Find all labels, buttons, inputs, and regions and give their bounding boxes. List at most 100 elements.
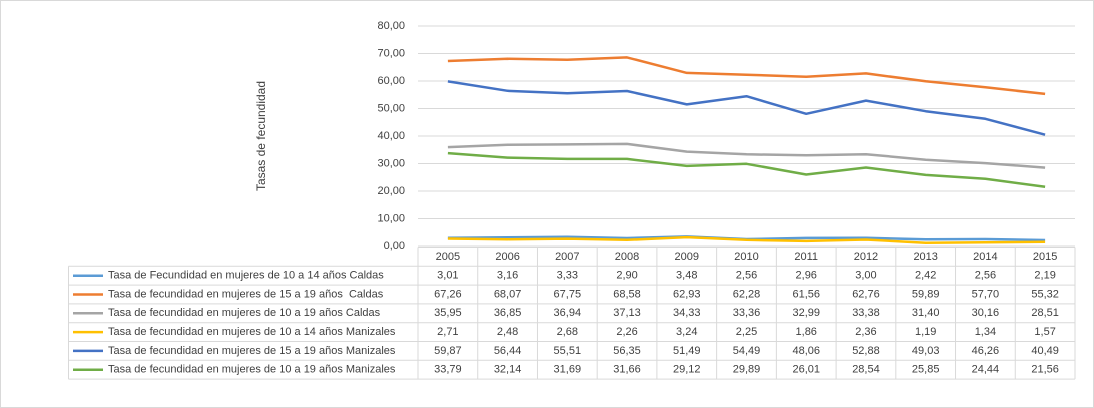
x-tick-label: 2005 [436,251,460,263]
legend-label: Tasa de fecundidad en mujeres de 15 a 19… [108,288,384,300]
table-cell: 29,89 [733,364,761,376]
table-cell: 2,68 [557,326,578,338]
table-cell: 1,19 [915,326,936,338]
y-tick-label: 30,00 [377,157,405,169]
series-line [447,80,1046,136]
table-cell: 3,24 [676,326,697,338]
x-tick-label: 2013 [913,251,937,263]
table-cell: 33,38 [852,307,880,319]
table-cell: 2,56 [975,270,996,282]
table-cell: 48,06 [792,345,820,357]
table-cell: 36,85 [494,307,522,319]
table-cell: 62,28 [733,288,761,300]
y-tick-label: 40,00 [377,130,405,142]
table-cell: 2,90 [616,270,637,282]
table-cell: 26,01 [792,364,820,376]
table-cell: 2,25 [736,326,757,338]
table-cell: 32,14 [494,364,522,376]
table-cell: 32,99 [792,307,820,319]
table-cell: 30,16 [972,307,1000,319]
table-cell: 68,58 [613,288,641,300]
table-cell: 28,51 [1031,307,1059,319]
table-cell: 25,85 [912,364,940,376]
y-tick-label: 60,00 [377,75,405,87]
table-cell: 2,71 [437,326,458,338]
table-cell: 40,49 [1031,345,1059,357]
table-cell: 46,26 [972,345,1000,357]
legend-label: Tasa de fecundidad en mujeres de 10 a 19… [108,364,396,376]
x-tick-label: 2007 [555,251,579,263]
table-cell: 37,13 [613,307,641,319]
legend-label: Tasa de Fecundidad en mujeres de 10 a 14… [108,270,384,282]
legend-label: Tasa de fecundidad en mujeres de 10 a 19… [108,307,381,319]
table-cell: 35,95 [434,307,462,319]
table-cell: 24,44 [972,364,1000,376]
legend-label: Tasa de fecundidad en mujeres de 10 a 14… [108,326,396,338]
x-tick-label: 2006 [495,251,519,263]
table-cell: 31,40 [912,307,940,319]
table-cell: 1,34 [975,326,996,338]
table-cell: 1,86 [796,326,817,338]
table-cell: 61,56 [792,288,820,300]
x-tick-label: 2012 [854,251,878,263]
table-cell: 29,12 [673,364,701,376]
table-cell: 56,44 [494,345,522,357]
table-cell: 2,19 [1034,270,1055,282]
table-cell: 3,33 [557,270,578,282]
table-cell: 3,00 [855,270,876,282]
y-tick-label: 80,00 [377,20,405,32]
table-cell: 59,87 [434,345,462,357]
y-tick-label: 70,00 [377,47,405,59]
series-line [447,235,1046,244]
y-tick-label: 10,00 [377,212,405,224]
table-cell: 3,48 [676,270,697,282]
y-tick-label: 20,00 [377,185,405,197]
table-cell: 67,75 [554,288,582,300]
y-tick-label: 0,00 [384,240,405,252]
table-cell: 57,70 [972,288,1000,300]
x-tick-label: 2014 [973,251,997,263]
table-cell: 68,07 [494,288,522,300]
x-tick-label: 2008 [615,251,639,263]
table-cell: 2,96 [796,270,817,282]
table-cell: 52,88 [852,345,880,357]
table-cell: 49,03 [912,345,940,357]
table-cell: 2,56 [736,270,757,282]
table-cell: 55,32 [1031,288,1059,300]
x-tick-label: 2015 [1033,251,1057,263]
table-cell: 55,51 [554,345,582,357]
legend-label: Tasa de fecundidad en mujeres de 15 a 19… [108,345,396,357]
table-cell: 1,57 [1034,326,1055,338]
table-cell: 2,26 [616,326,637,338]
table-cell: 59,89 [912,288,940,300]
table-cell: 3,16 [497,270,518,282]
x-tick-label: 2009 [675,251,699,263]
series-line [447,56,1046,96]
y-axis-label: Tasas de fecundidad [254,81,268,191]
table-cell: 31,66 [613,364,641,376]
table-cell: 62,93 [673,288,701,300]
table-cell: 67,26 [434,288,462,300]
table-cell: 3,01 [437,270,458,282]
table-cell: 36,94 [554,307,582,319]
table-cell: 51,49 [673,345,701,357]
table-cell: 62,76 [852,288,880,300]
table-cell: 2,48 [497,326,518,338]
table-cell: 31,69 [554,364,582,376]
table-cell: 34,33 [673,307,701,319]
table-cell: 33,79 [434,364,462,376]
x-tick-label: 2011 [794,251,818,263]
table-cell: 54,49 [733,345,761,357]
table-cell: 28,54 [852,364,880,376]
table-cell: 2,42 [915,270,936,282]
table-cell: 56,35 [613,345,641,357]
y-tick-label: 50,00 [377,102,405,114]
series-line [447,151,1046,188]
series-line [447,142,1046,169]
table-cell: 2,36 [855,326,876,338]
table-cell: 33,36 [733,307,761,319]
x-tick-label: 2010 [734,251,758,263]
table-cell: 21,56 [1031,364,1059,376]
